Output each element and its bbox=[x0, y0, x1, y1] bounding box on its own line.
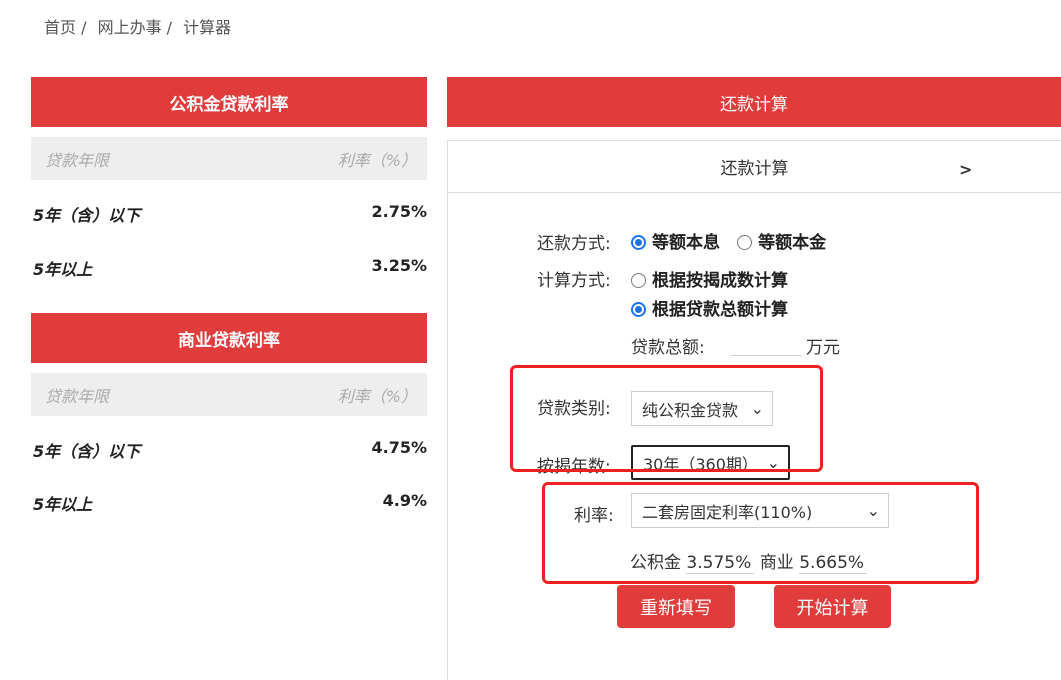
calc-panel: 还款计算 bbox=[447, 140, 1061, 680]
option-label: 等额本息 bbox=[652, 233, 720, 253]
chevron-down-icon: ⌄ bbox=[750, 399, 764, 418]
col-term: 贷款年限 bbox=[45, 150, 110, 170]
option-label: 等额本金 bbox=[758, 233, 827, 253]
gjj-rate-header: 公积金贷款利率 bbox=[31, 77, 427, 127]
repay-method-label: 还款方式: bbox=[537, 234, 611, 254]
sy-table-header: 贷款年限 利率（%） bbox=[31, 373, 427, 416]
rate-label: 利率: bbox=[574, 506, 614, 526]
breadcrumb: 首页 / 网上办事 / 计算器 bbox=[44, 14, 237, 38]
selected-value: 纯公积金贷款 bbox=[642, 400, 739, 420]
calc-method-label: 计算方式: bbox=[537, 271, 611, 291]
table-row: 5年（含）以下 4.75% bbox=[33, 438, 427, 462]
term: 5年以上 bbox=[33, 260, 93, 279]
term: 5年以上 bbox=[33, 495, 93, 514]
selected-value: 二套房固定利率(110%) bbox=[642, 502, 813, 522]
term: 5年（含）以下 bbox=[33, 442, 141, 461]
option-label: 根据按揭成数计算 bbox=[652, 271, 788, 291]
radio-by-ratio[interactable] bbox=[631, 273, 646, 288]
calc-by-total: 根据贷款总额计算 bbox=[631, 295, 788, 320]
chevron-down-icon: ⌄ bbox=[866, 501, 880, 520]
gjj-rate-field[interactable]: 3.575% bbox=[686, 553, 755, 574]
repay-calc-header: 还款计算 bbox=[447, 77, 1061, 127]
breadcrumb-current: 计算器 bbox=[183, 18, 232, 37]
years-label: 按揭年数: bbox=[537, 457, 611, 477]
rate: 4.9% bbox=[382, 491, 427, 510]
tab-bar: 还款计算 bbox=[448, 141, 1061, 193]
col-term: 贷款年限 bbox=[45, 386, 110, 406]
rate: 2.75% bbox=[371, 202, 427, 221]
tab-repay-calc[interactable]: 还款计算 bbox=[720, 159, 789, 179]
rate-select[interactable]: 二套房固定利率(110%) ⌄ bbox=[631, 493, 889, 528]
gjj-table-header: 贷款年限 利率（%） bbox=[31, 137, 427, 180]
calc-by-ratio: 根据按揭成数计算 bbox=[631, 266, 788, 291]
tab-next-arrow[interactable]: > bbox=[959, 160, 973, 179]
rate: 3.25% bbox=[371, 256, 427, 275]
loan-type-label: 贷款类别: bbox=[537, 399, 611, 419]
annotation-box bbox=[542, 482, 979, 584]
gjj-label: 公积金 bbox=[630, 553, 681, 573]
years-select[interactable]: 30年（360期） ⌄ bbox=[631, 445, 790, 480]
computed-rates: 公积金 3.575% 商业 5.665% bbox=[630, 548, 868, 574]
term: 5年（含）以下 bbox=[33, 206, 141, 225]
radio-by-total[interactable] bbox=[631, 302, 646, 317]
breadcrumb-online[interactable]: 网上办事 / bbox=[97, 18, 173, 37]
repay-method-group: 等额本息 等额本金 bbox=[631, 228, 826, 253]
option-label: 根据贷款总额计算 bbox=[652, 300, 788, 320]
radio-equal-principal[interactable] bbox=[737, 235, 753, 250]
start-calc-button[interactable]: 开始计算 bbox=[774, 585, 891, 628]
sy-rate-field[interactable]: 5.665% bbox=[799, 553, 868, 574]
col-rate: 利率（%） bbox=[337, 386, 417, 406]
sy-label: 商业 bbox=[759, 553, 794, 573]
col-rate: 利率（%） bbox=[337, 150, 417, 170]
unit-label: 万元 bbox=[806, 338, 840, 358]
breadcrumb-home[interactable]: 首页 / bbox=[44, 18, 87, 37]
radio-equal-installment[interactable] bbox=[631, 235, 646, 250]
loan-type-select[interactable]: 纯公积金贷款 ⌄ bbox=[631, 391, 773, 426]
loan-total-label: 贷款总额: bbox=[631, 338, 705, 358]
selected-value: 30年（360期） bbox=[643, 454, 758, 474]
loan-total-input[interactable] bbox=[731, 334, 801, 356]
rate: 4.75% bbox=[371, 438, 427, 457]
table-row: 5年以上 3.25% bbox=[33, 256, 427, 280]
chevron-down-icon: ⌄ bbox=[766, 453, 780, 472]
table-row: 5年（含）以下 2.75% bbox=[33, 202, 427, 226]
sy-rate-header: 商业贷款利率 bbox=[31, 313, 427, 363]
reset-button[interactable]: 重新填写 bbox=[617, 585, 735, 628]
annotation-box bbox=[510, 365, 823, 472]
table-row: 5年以上 4.9% bbox=[33, 491, 427, 515]
